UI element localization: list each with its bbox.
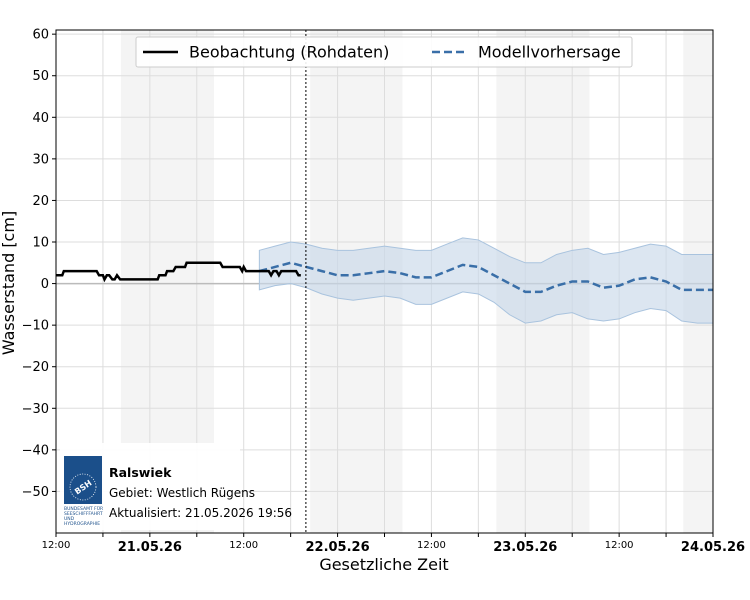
x-tick-label: 22.05.26 [305, 540, 369, 555]
y-tick-label: 60 [32, 28, 49, 43]
y-tick-label: −30 [22, 402, 49, 417]
bsh-logo-line-3: UND [64, 516, 75, 522]
x-tick-label: 12:00 [605, 540, 634, 551]
legend: Beobachtung (Rohdaten) Modellvorhersage [135, 36, 633, 68]
y-tick-label: −50 [22, 485, 49, 500]
y-tick-label: 0 [41, 277, 49, 292]
observation-series-line [56, 261, 301, 283]
region-label: Gebiet: Westlich Rügens [109, 486, 255, 500]
x-tick-label: 12:00 [42, 540, 71, 551]
x-tick-label: 21.05.26 [118, 540, 182, 555]
x-tick-label: 24.05.26 [681, 540, 745, 555]
station-name: Ralswiek [109, 465, 172, 480]
updated-label: Aktualisiert: 21.05.2026 19:56 [109, 506, 292, 520]
y-tick-label: 40 [32, 111, 49, 126]
bsh-logo-block [64, 456, 102, 504]
x-tick-label: 12:00 [229, 540, 258, 551]
info-box: BSH BUNDESAMT FÜR SEESCHIFFFAHRT UND HYD… [60, 443, 292, 530]
bsh-logo-line-4: HYDROGRAPHIE [64, 521, 100, 527]
y-tick-label: −10 [22, 319, 49, 334]
bsh-logo: BSH BUNDESAMT FÜR SEESCHIFFFAHRT UND HYD… [64, 456, 103, 527]
bsh-logo-line-1: BUNDESAMT FÜR [64, 505, 103, 512]
y-tick-label: 10 [32, 236, 49, 251]
y-tick-label: −20 [22, 360, 49, 375]
y-tick-label: 30 [32, 152, 49, 167]
legend-observation-label: Beobachtung (Rohdaten) [189, 43, 389, 62]
x-axis-title: Gesetzliche Zeit [319, 555, 448, 574]
y-tick-label: −40 [22, 443, 49, 458]
legend-box [135, 36, 633, 68]
x-tick-label: 23.05.26 [493, 540, 557, 555]
y-tick-label: 50 [32, 69, 49, 84]
y-axis-title: Wasserstand [cm] [0, 211, 18, 355]
legend-forecast-label: Modellvorhersage [478, 43, 621, 62]
bsh-logo-line-2: SEESCHIFFFAHRT [64, 511, 103, 517]
y-tick-label: 20 [32, 194, 49, 209]
x-axis-ticks: 12:00 21.05.26 12:00 22.05.26 12:00 23.05.26 1… [42, 533, 745, 555]
bsh-logo-ring [69, 473, 97, 501]
y-axis-ticks: −50 −40 −30 −20 −10 0 10 20 30 40 50 60 [22, 28, 56, 500]
forecast-series-line [259, 261, 713, 294]
x-tick-label: 12:00 [417, 540, 446, 551]
